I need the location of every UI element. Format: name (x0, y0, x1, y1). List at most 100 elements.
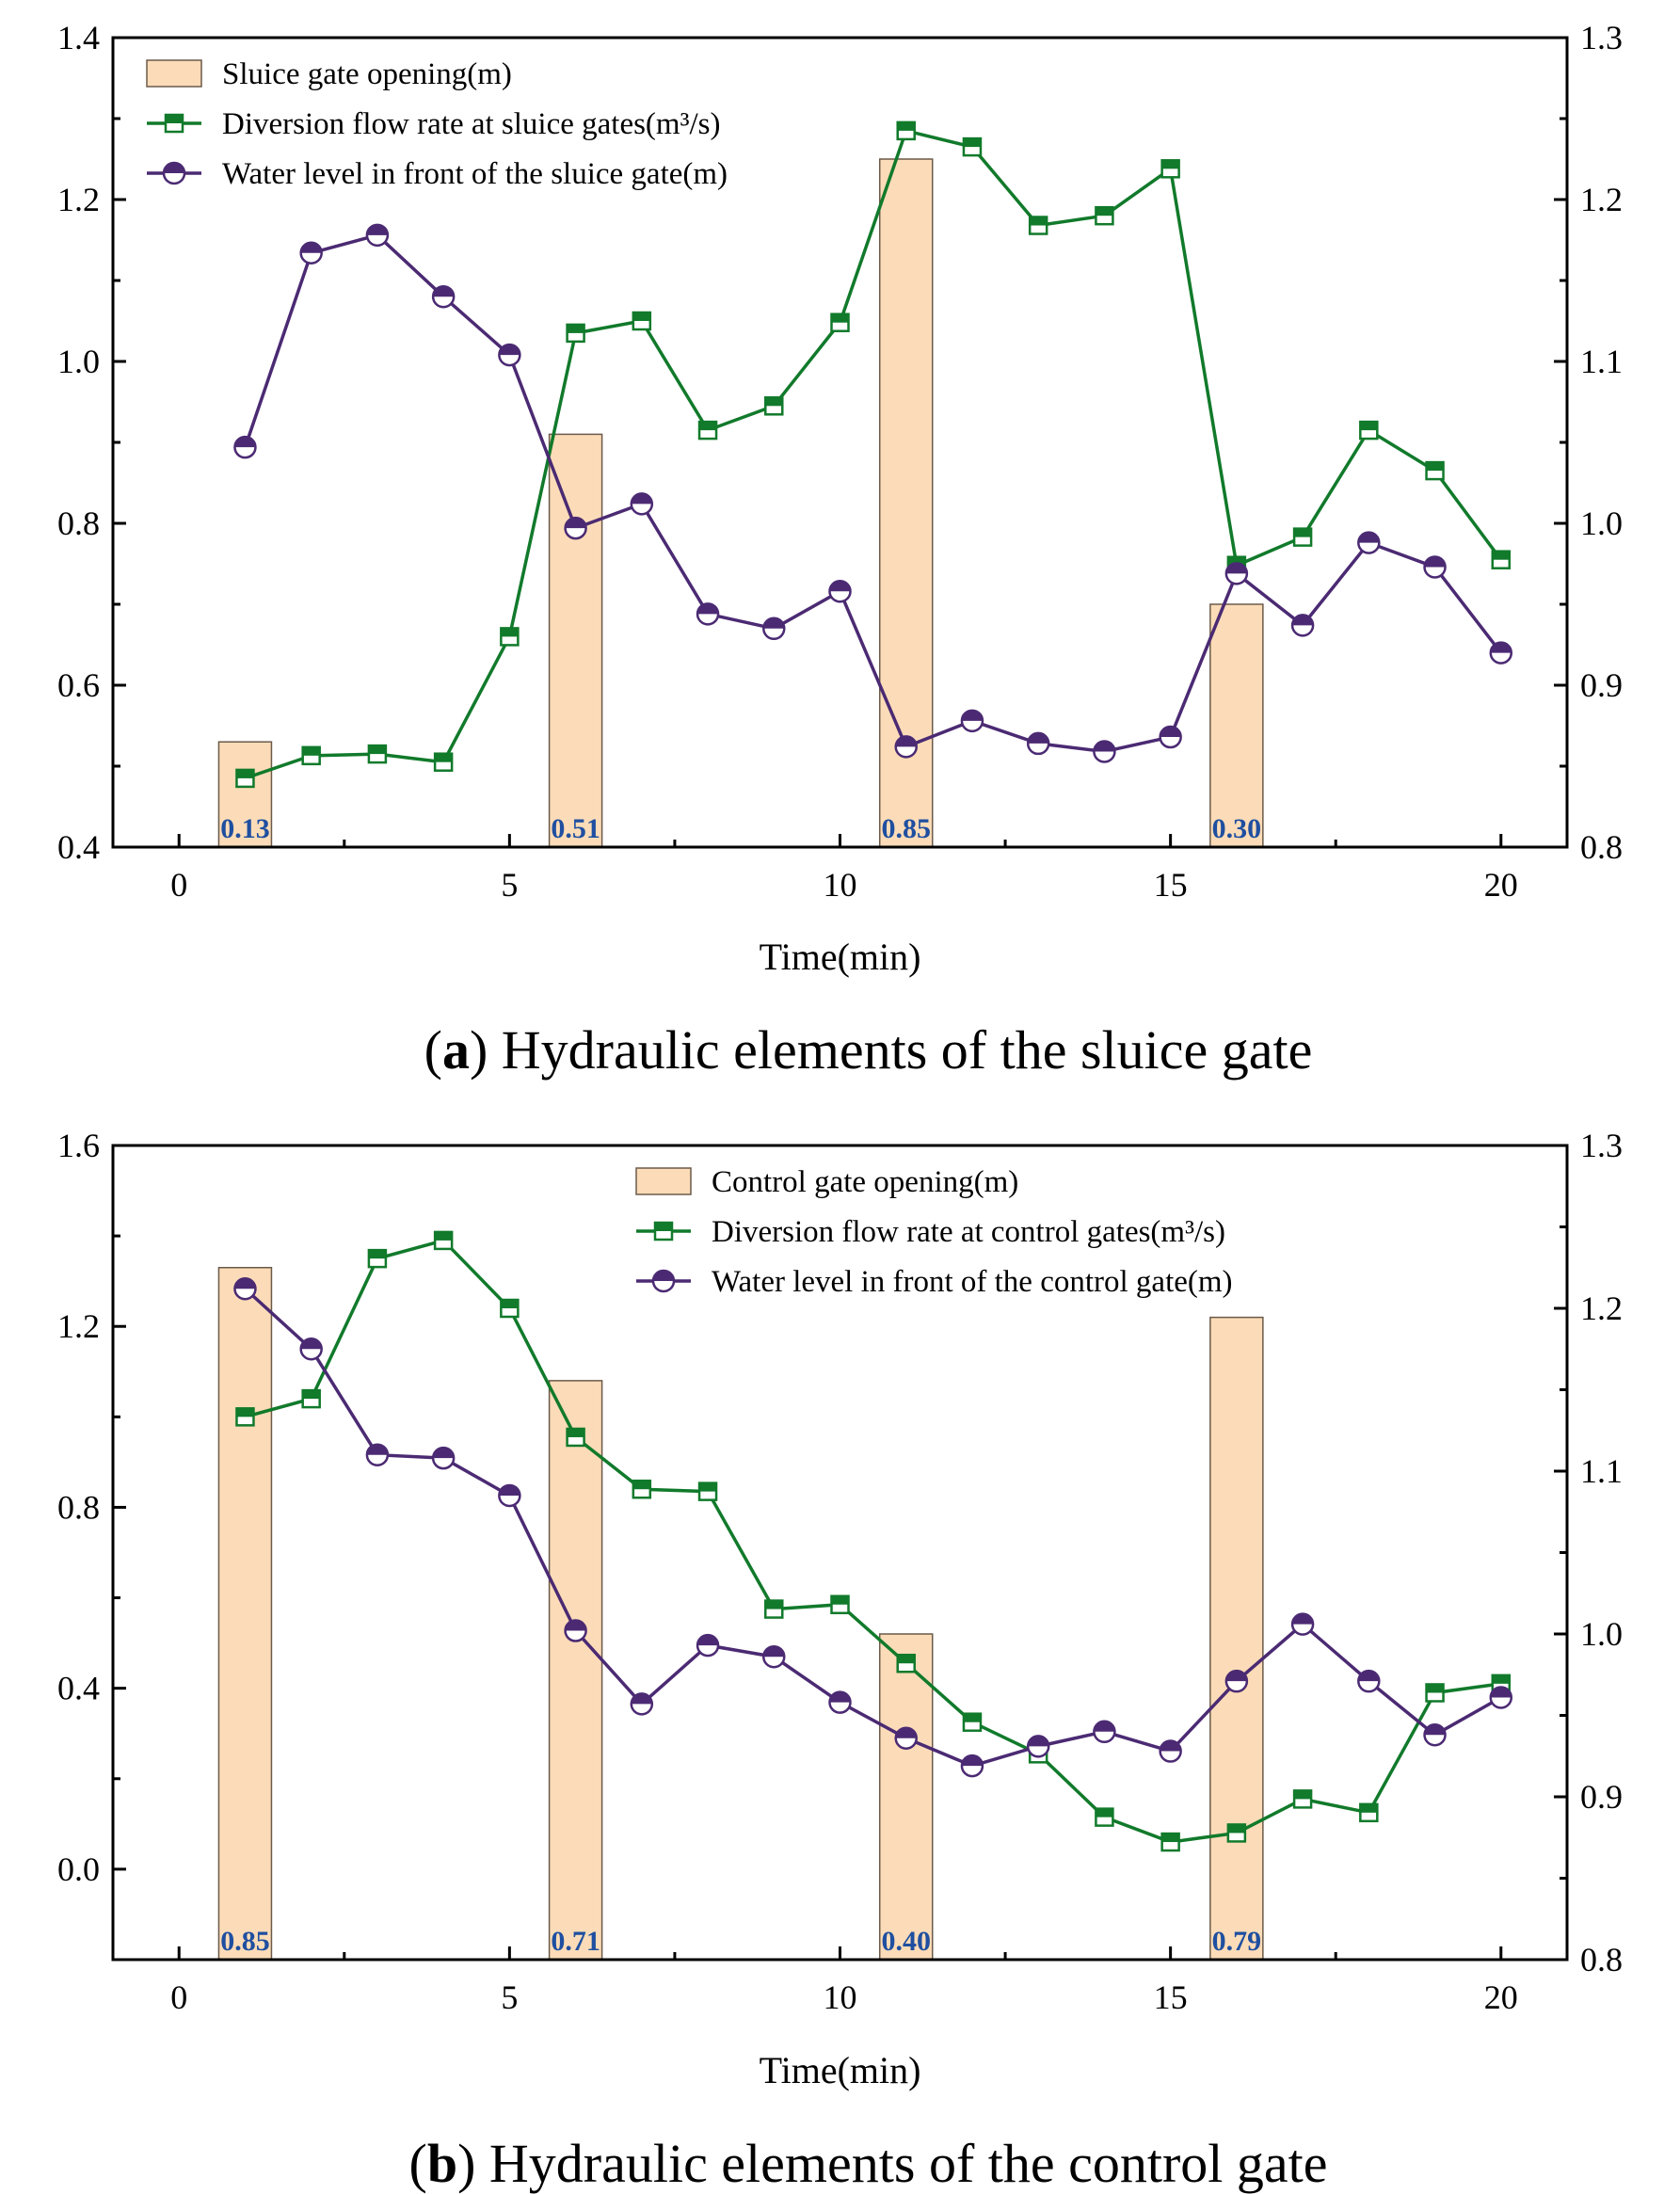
level-point-b-18 (1357, 1669, 1381, 1693)
level-point-a-7 (630, 492, 654, 516)
level-point-a-15-fill (1160, 727, 1181, 738)
legend-bar-swatch-b (635, 1167, 692, 1195)
flow-point-b-12 (962, 1712, 983, 1732)
level-line-b (244, 1287, 1502, 1768)
flow-point-a-18 (1359, 420, 1379, 440)
x-tick-label-b-2: 10 (824, 1978, 857, 2016)
legend-b: Control gate opening(m) Diversion flow ra… (635, 1165, 1233, 1299)
bar-b-1 (217, 1267, 273, 1961)
level-point-a-5 (498, 343, 521, 367)
x-tick-label-a-0: 0 (170, 866, 187, 904)
legend-a: Sluice gate opening(m) Diversion flow rat… (146, 57, 728, 191)
level-point-a-16-fill (1225, 563, 1247, 574)
level-point-a-11-fill (895, 736, 917, 747)
flow-point-a-12 (962, 136, 983, 157)
level-point-a-19-fill (1424, 556, 1446, 568)
flow-point-b-17 (1292, 1789, 1313, 1809)
legend-level-marker-b-fill (653, 1271, 674, 1281)
legend-flow-marker-b (653, 1221, 674, 1241)
left-tick-label-b-2: 0.8 (57, 1488, 100, 1526)
bar-label-b-2: 0.71 (551, 1926, 600, 1957)
level-point-a-18-fill (1358, 532, 1380, 543)
level-point-b-3-fill (366, 1444, 388, 1455)
level-point-a-4 (431, 284, 456, 309)
level-point-a-15 (1159, 725, 1182, 749)
flow-point-b-8 (697, 1481, 718, 1501)
flow-point-b-4-fill (435, 1231, 453, 1241)
left-tick-label-a-2: 0.8 (57, 504, 100, 542)
bar-b-4 (1209, 1316, 1264, 1961)
level-point-b-1 (233, 1276, 257, 1301)
bar-a-3 (878, 158, 934, 848)
flow-point-b-17-fill (1294, 1790, 1312, 1800)
level-point-a-2 (299, 241, 323, 265)
flow-point-b-14-fill (1096, 1808, 1113, 1818)
level-point-b-15 (1159, 1739, 1182, 1763)
flow-point-a-14 (1095, 205, 1114, 226)
flow-point-b-3-fill (368, 1250, 386, 1259)
x-tick-label-b-4: 20 (1484, 1978, 1518, 2016)
flow-line-a (244, 128, 1503, 780)
legend-flow-label-b: Diversion flow rate at control gates(m³/… (712, 1215, 1225, 1249)
flow-point-b-7 (632, 1479, 652, 1499)
level-point-a-3 (365, 223, 390, 248)
flow-point-a-20-fill (1492, 551, 1510, 560)
level-point-a-5-fill (499, 344, 520, 356)
flow-point-b-14 (1095, 1807, 1114, 1827)
flow-point-b-2 (301, 1388, 321, 1409)
level-point-b-4 (431, 1446, 456, 1470)
legend-flow-label-a: Diversion flow rate at sluice gates(m³/s… (222, 107, 720, 141)
right-tick-label-b-1: 0.9 (1580, 1778, 1623, 1816)
level-point-a-1-fill (234, 437, 256, 448)
flow-line-b (244, 1238, 1502, 1844)
level-point-a-8-fill (697, 603, 719, 615)
bar-label-a-4: 0.30 (1212, 813, 1262, 844)
level-point-a-13 (1026, 731, 1050, 756)
flow-point-a-11 (896, 120, 916, 141)
level-point-a-18 (1357, 531, 1381, 554)
right-tick-label-a-0: 0.8 (1580, 828, 1623, 866)
level-point-b-11 (894, 1726, 918, 1750)
flow-point-a-20 (1491, 550, 1512, 569)
level-point-b-19 (1423, 1723, 1447, 1747)
level-point-a-10 (828, 579, 852, 603)
left-tick-label-b-3: 1.2 (57, 1307, 100, 1345)
right-tick-label-b-2: 1.0 (1580, 1615, 1623, 1653)
level-point-b-3 (365, 1443, 390, 1466)
flow-point-b-1 (235, 1407, 255, 1427)
bar-b-3 (878, 1633, 934, 1961)
flow-point-a-19 (1425, 460, 1445, 481)
level-point-a-4-fill (433, 286, 455, 297)
level-point-b-16-fill (1225, 1671, 1247, 1682)
level-point-b-9 (762, 1644, 786, 1669)
flow-point-b-3 (367, 1248, 388, 1269)
x-tick-label-b-1: 5 (501, 1978, 518, 2016)
left-tick-label-a-1: 0.6 (57, 666, 100, 704)
caption-b: (b) Hydraulic elements of the control ga… (408, 2133, 1327, 2194)
flow-point-b-19 (1425, 1683, 1445, 1703)
flow-point-b-8-fill (699, 1482, 717, 1492)
level-point-b-12-fill (961, 1755, 983, 1767)
flow-point-a-13 (1028, 216, 1048, 235)
legend-flow-marker-b-fill (655, 1223, 672, 1231)
flow-point-b-16 (1226, 1823, 1247, 1843)
level-point-a-7-fill (631, 493, 652, 504)
flow-point-a-8 (697, 420, 718, 440)
x-tick-label-a-3: 15 (1154, 866, 1188, 904)
level-point-b-4-fill (433, 1448, 455, 1459)
level-point-b-5 (498, 1483, 521, 1508)
flow-point-b-2-fill (302, 1390, 320, 1400)
flow-point-b-19-fill (1426, 1684, 1444, 1693)
bar-label-b-4: 0.79 (1212, 1926, 1262, 1957)
flow-point-a-4 (433, 752, 454, 772)
flow-point-b-9 (764, 1599, 784, 1619)
level-point-b-1-fill (234, 1278, 256, 1289)
x-tick-label-b-3: 15 (1154, 1978, 1188, 2016)
flow-point-b-5-fill (501, 1300, 519, 1308)
right-tick-label-a-2: 1.0 (1580, 504, 1623, 542)
flow-point-a-1-fill (236, 769, 254, 778)
flow-point-a-10-fill (831, 313, 849, 323)
level-point-a-9 (762, 617, 786, 641)
right-tick-label-b-0: 0.8 (1580, 1941, 1623, 1978)
